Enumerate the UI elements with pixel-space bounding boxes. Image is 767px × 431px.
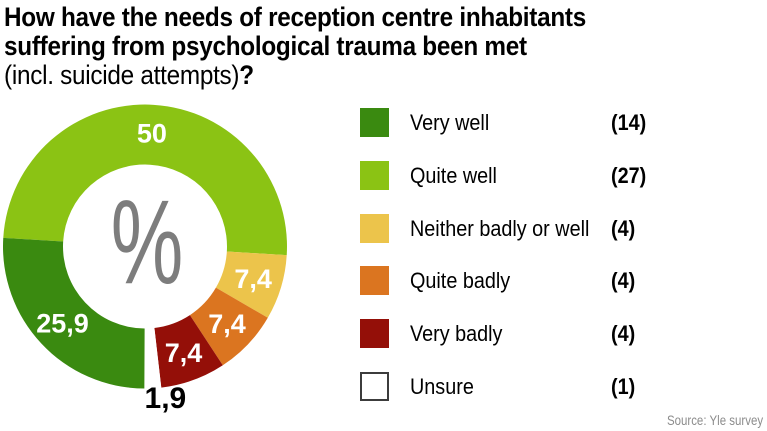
donut-value-label-quite-well: 50 xyxy=(137,119,167,149)
legend-item-quite-well: Quite well (27) xyxy=(360,160,760,190)
source-note: Source: Yle survey xyxy=(666,413,763,428)
legend-swatch-unsure xyxy=(360,371,389,401)
legend-swatch-neither-badly-or-well xyxy=(360,213,389,243)
donut-chart-area: 50 7,4 7,4 7,4 1,9 25,9% xyxy=(0,95,330,431)
legend-item-unsure: Unsure (1) xyxy=(360,371,760,401)
donut-value-label-quite-badly: 7,4 xyxy=(208,309,246,339)
title-line-3-regular: (incl. suicide attempts) xyxy=(4,60,240,90)
donut-segment-quite-badly xyxy=(189,287,268,366)
donut-segment-neither-badly-or-well xyxy=(215,251,287,318)
donut-value-label-unsure: 1,9 xyxy=(145,382,187,415)
donut-chart: 507,47,47,41,925,9% xyxy=(3,104,287,415)
legend-swatch-quite-well xyxy=(360,160,389,190)
title-line-2: suffering from psychological trauma been… xyxy=(4,31,527,61)
legend-swatch-very-well xyxy=(360,108,389,137)
legend-count-very-badly: (4) xyxy=(611,321,636,347)
legend-count-very-well: (14) xyxy=(611,110,647,135)
title-line-3: (incl. suicide attempts)? xyxy=(4,61,586,90)
legend-label-very-well: Very well xyxy=(410,110,490,135)
legend: Very well (14) Quite well (27) Neither badly… xyxy=(360,108,760,401)
legend-count-quite-well: (27) xyxy=(611,162,647,188)
legend-item-very-well: Very well (14) xyxy=(360,108,760,137)
donut-center-percent-symbol: % xyxy=(111,175,184,309)
legend-swatch-very-badly xyxy=(360,319,389,349)
legend-swatch-quite-badly xyxy=(360,266,389,296)
donut-value-label-neither-badly-or-well: 7,4 xyxy=(234,264,272,294)
title-line-1: How have the needs of reception centre i… xyxy=(4,2,586,32)
legend-label-quite-well: Quite well xyxy=(410,162,497,188)
legend-count-neither-badly-or-well: (4) xyxy=(611,215,636,241)
legend-label-very-badly: Very badly xyxy=(410,321,503,347)
donut-segment-quite-well xyxy=(3,104,287,256)
donut-segment-very-well xyxy=(3,237,145,389)
donut-segment-unsure xyxy=(144,327,162,389)
legend-label-quite-badly: Quite badly xyxy=(410,268,511,294)
legend-item-neither-badly-or-well: Neither badly or well (4) xyxy=(360,213,760,243)
donut-segment-very-badly xyxy=(154,315,223,388)
page-title: How have the needs of reception centre i… xyxy=(4,3,651,90)
legend-label-neither-badly-or-well: Neither badly or well xyxy=(410,215,590,241)
legend-count-unsure: (1) xyxy=(611,373,636,399)
legend-item-very-badly: Very badly (4) xyxy=(360,319,760,349)
donut-value-label-very-badly: 7,4 xyxy=(165,338,203,368)
donut-value-label-very-well: 25,9 xyxy=(36,309,89,339)
title-question-mark: ? xyxy=(239,60,254,90)
legend-item-quite-badly: Quite badly (4) xyxy=(360,266,760,296)
legend-count-quite-badly: (4) xyxy=(611,268,636,294)
legend-label-unsure: Unsure xyxy=(410,373,474,399)
